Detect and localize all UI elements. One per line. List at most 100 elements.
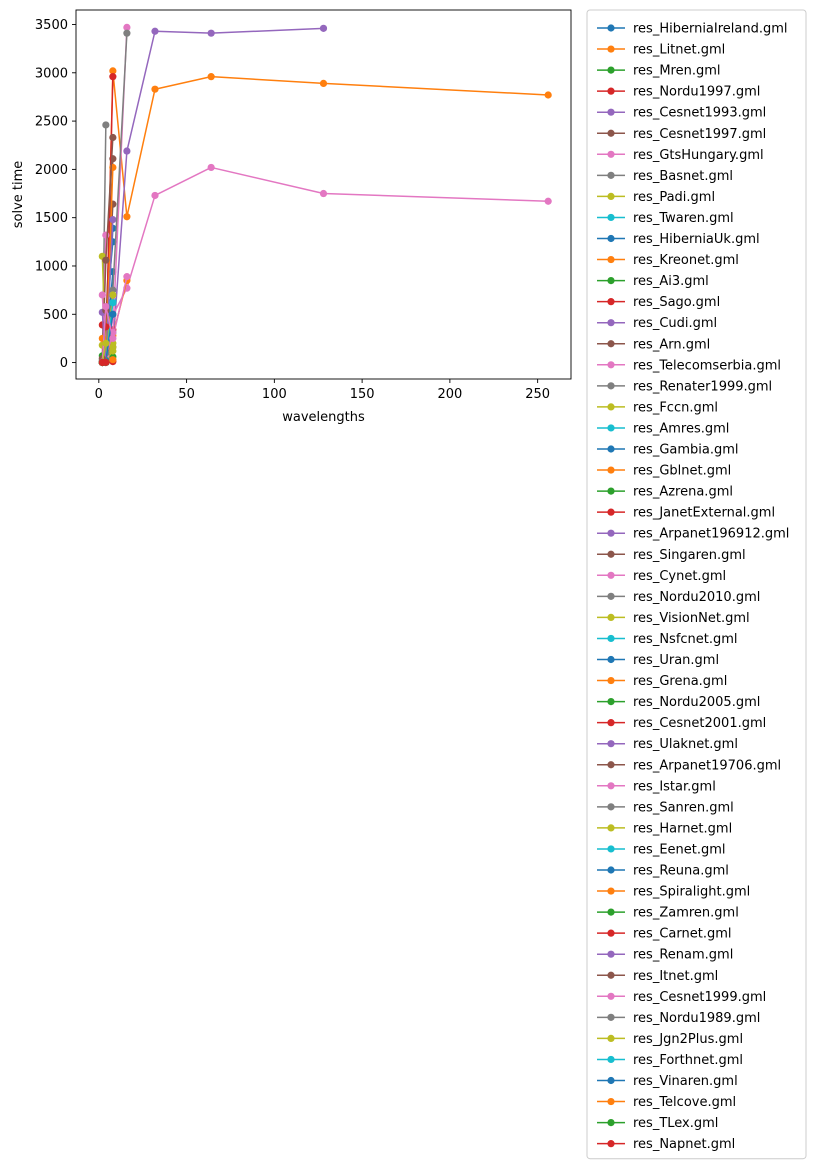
legend-swatch-marker [607, 66, 615, 74]
legend-item: res_Telecomserbia.gml [597, 358, 781, 373]
legend-label: res_Basnet.gml [633, 169, 733, 184]
legend-swatch-marker [607, 24, 615, 32]
legend-swatch-marker [607, 698, 615, 706]
legend-item: res_Jgn2Plus.gml [597, 1032, 743, 1047]
y-tick-label: 1500 [35, 211, 68, 226]
legend-swatch-marker [607, 613, 615, 622]
x-tick-label: 250 [525, 387, 550, 402]
legend-swatch-marker [607, 129, 615, 137]
legend-item: res_Carnet.gml [597, 927, 731, 942]
legend-label: res_Eenet.gml [633, 842, 726, 857]
legend-swatch-marker [607, 319, 615, 327]
legend-item: res_Nordu1997.gml [597, 85, 760, 100]
legend-swatch-marker [607, 782, 615, 790]
legend-swatch-marker [607, 487, 615, 495]
legend-label: res_Arpanet196912.gml [633, 527, 789, 542]
y-tick-label: 2000 [35, 163, 68, 178]
legend-label: res_Cynet.gml [633, 569, 726, 584]
legend-item: res_Napnet.gml [597, 1137, 735, 1152]
legend-item: res_Cesnet2001.gml [597, 716, 766, 731]
data-point [123, 29, 131, 37]
legend-item: res_Basnet.gml [597, 169, 733, 184]
legend-label: res_Vinaren.gml [633, 1074, 738, 1089]
legend-label: res_Amres.gml [633, 421, 729, 436]
legend-label: res_Harnet.gml [633, 821, 732, 836]
legend-label: res_Litnet.gml [633, 43, 725, 58]
legend-item: res_Uran.gml [597, 653, 719, 668]
legend-label: res_Uran.gml [633, 653, 719, 668]
legend-item: res_Renam.gml [597, 948, 733, 963]
data-point [207, 73, 215, 81]
data-point [109, 200, 117, 208]
legend-label: res_Kreonet.gml [633, 253, 739, 268]
legend-item: res_Arn.gml [597, 337, 710, 352]
series-res_GtsHungary.gml [98, 163, 552, 366]
y-axis-label: solve time [11, 161, 26, 229]
data-point [109, 299, 117, 307]
legend-item: res_Reuna.gml [597, 864, 729, 879]
legend-swatch-marker [607, 929, 615, 937]
legend-label: res_JanetExternal.gml [633, 506, 775, 521]
legend-swatch-marker [607, 655, 615, 664]
legend-item: res_TLex.gml [597, 1116, 718, 1131]
legend-swatch-marker [607, 424, 615, 432]
legend-swatch-marker [607, 150, 615, 158]
legend-item: res_Cesnet1993.gml [597, 106, 766, 121]
legend-label: res_Zamren.gml [633, 906, 739, 921]
legend-item: res_Litnet.gml [597, 43, 725, 58]
legend-swatch-marker [607, 466, 615, 474]
legend-label: res_Gblnet.gml [633, 464, 731, 479]
legend-item: res_Spiralight.gml [597, 885, 750, 900]
x-tick-label: 100 [262, 387, 287, 402]
legend-label: res_Napnet.gml [633, 1137, 735, 1152]
series-res_Napnet.gml [98, 358, 110, 367]
legend-label: res_Nordu1997.gml [633, 85, 760, 100]
legend-swatch-marker [607, 1119, 615, 1127]
legend-item: res_Eenet.gml [597, 842, 726, 857]
legend-swatch-marker [607, 803, 615, 811]
legend-swatch-marker [607, 950, 615, 958]
legend-label: res_Forthnet.gml [633, 1053, 743, 1068]
data-point [544, 91, 552, 99]
data-point [102, 121, 110, 129]
legend-item: res_Gambia.gml [597, 443, 739, 458]
legend-label: res_Renater1999.gml [633, 379, 772, 394]
legend-swatch-marker [607, 1034, 615, 1042]
legend-label: res_Fccn.gml [633, 400, 718, 415]
legend-swatch-marker [607, 1013, 615, 1021]
legend-label: res_Ai3.gml [633, 274, 709, 289]
legend-swatch-marker [607, 887, 615, 895]
legend-item: res_Forthnet.gml [597, 1053, 743, 1068]
legend-item: res_Istar.gml [597, 779, 716, 794]
legend-item: res_Vinaren.gml [597, 1074, 738, 1089]
legend-item: res_Ulaknet.gml [597, 737, 738, 752]
legend-label: res_Azrena.gml [633, 485, 733, 500]
y-tick-label: 2500 [35, 115, 68, 130]
x-tick-label: 50 [178, 387, 195, 402]
data-point [207, 29, 215, 37]
legend-swatch-marker [607, 824, 615, 832]
legend-item: res_Sago.gml [597, 295, 720, 310]
legend-swatch-marker [607, 676, 615, 685]
series-line [101, 276, 128, 363]
legend-label: res_Telecomserbia.gml [633, 358, 781, 373]
y-tick-label: 3500 [35, 18, 68, 33]
axes: 0 50 100 150 200 2500500100015002000250030003… [11, 9, 572, 425]
legend-label: res_Renam.gml [633, 948, 733, 963]
legend-item: res_Twaren.gml [597, 211, 734, 226]
legend-swatch-marker [607, 845, 615, 853]
legend-item: res_Telcove.gml [597, 1095, 736, 1110]
legend-label: res_HiberniaIreland.gml [633, 22, 788, 37]
legend-item: res_Ai3.gml [597, 274, 709, 289]
legend-item: res_Arpanet19706.gml [597, 758, 781, 773]
data-point [102, 358, 110, 366]
legend-label: res_Reuna.gml [633, 864, 729, 879]
legend-swatch-marker [607, 592, 615, 600]
legend-label: res_Nordu1989.gml [633, 1011, 760, 1026]
legend-swatch-marker [607, 445, 615, 453]
legend-item: res_Nordu1989.gml [597, 1011, 760, 1026]
legend-label: res_Istar.gml [633, 779, 716, 794]
legend-item: res_Nsfcnet.gml [597, 632, 738, 647]
legend-item: res_Zamren.gml [597, 906, 739, 921]
legend-item: res_VisionNet.gml [597, 611, 750, 626]
